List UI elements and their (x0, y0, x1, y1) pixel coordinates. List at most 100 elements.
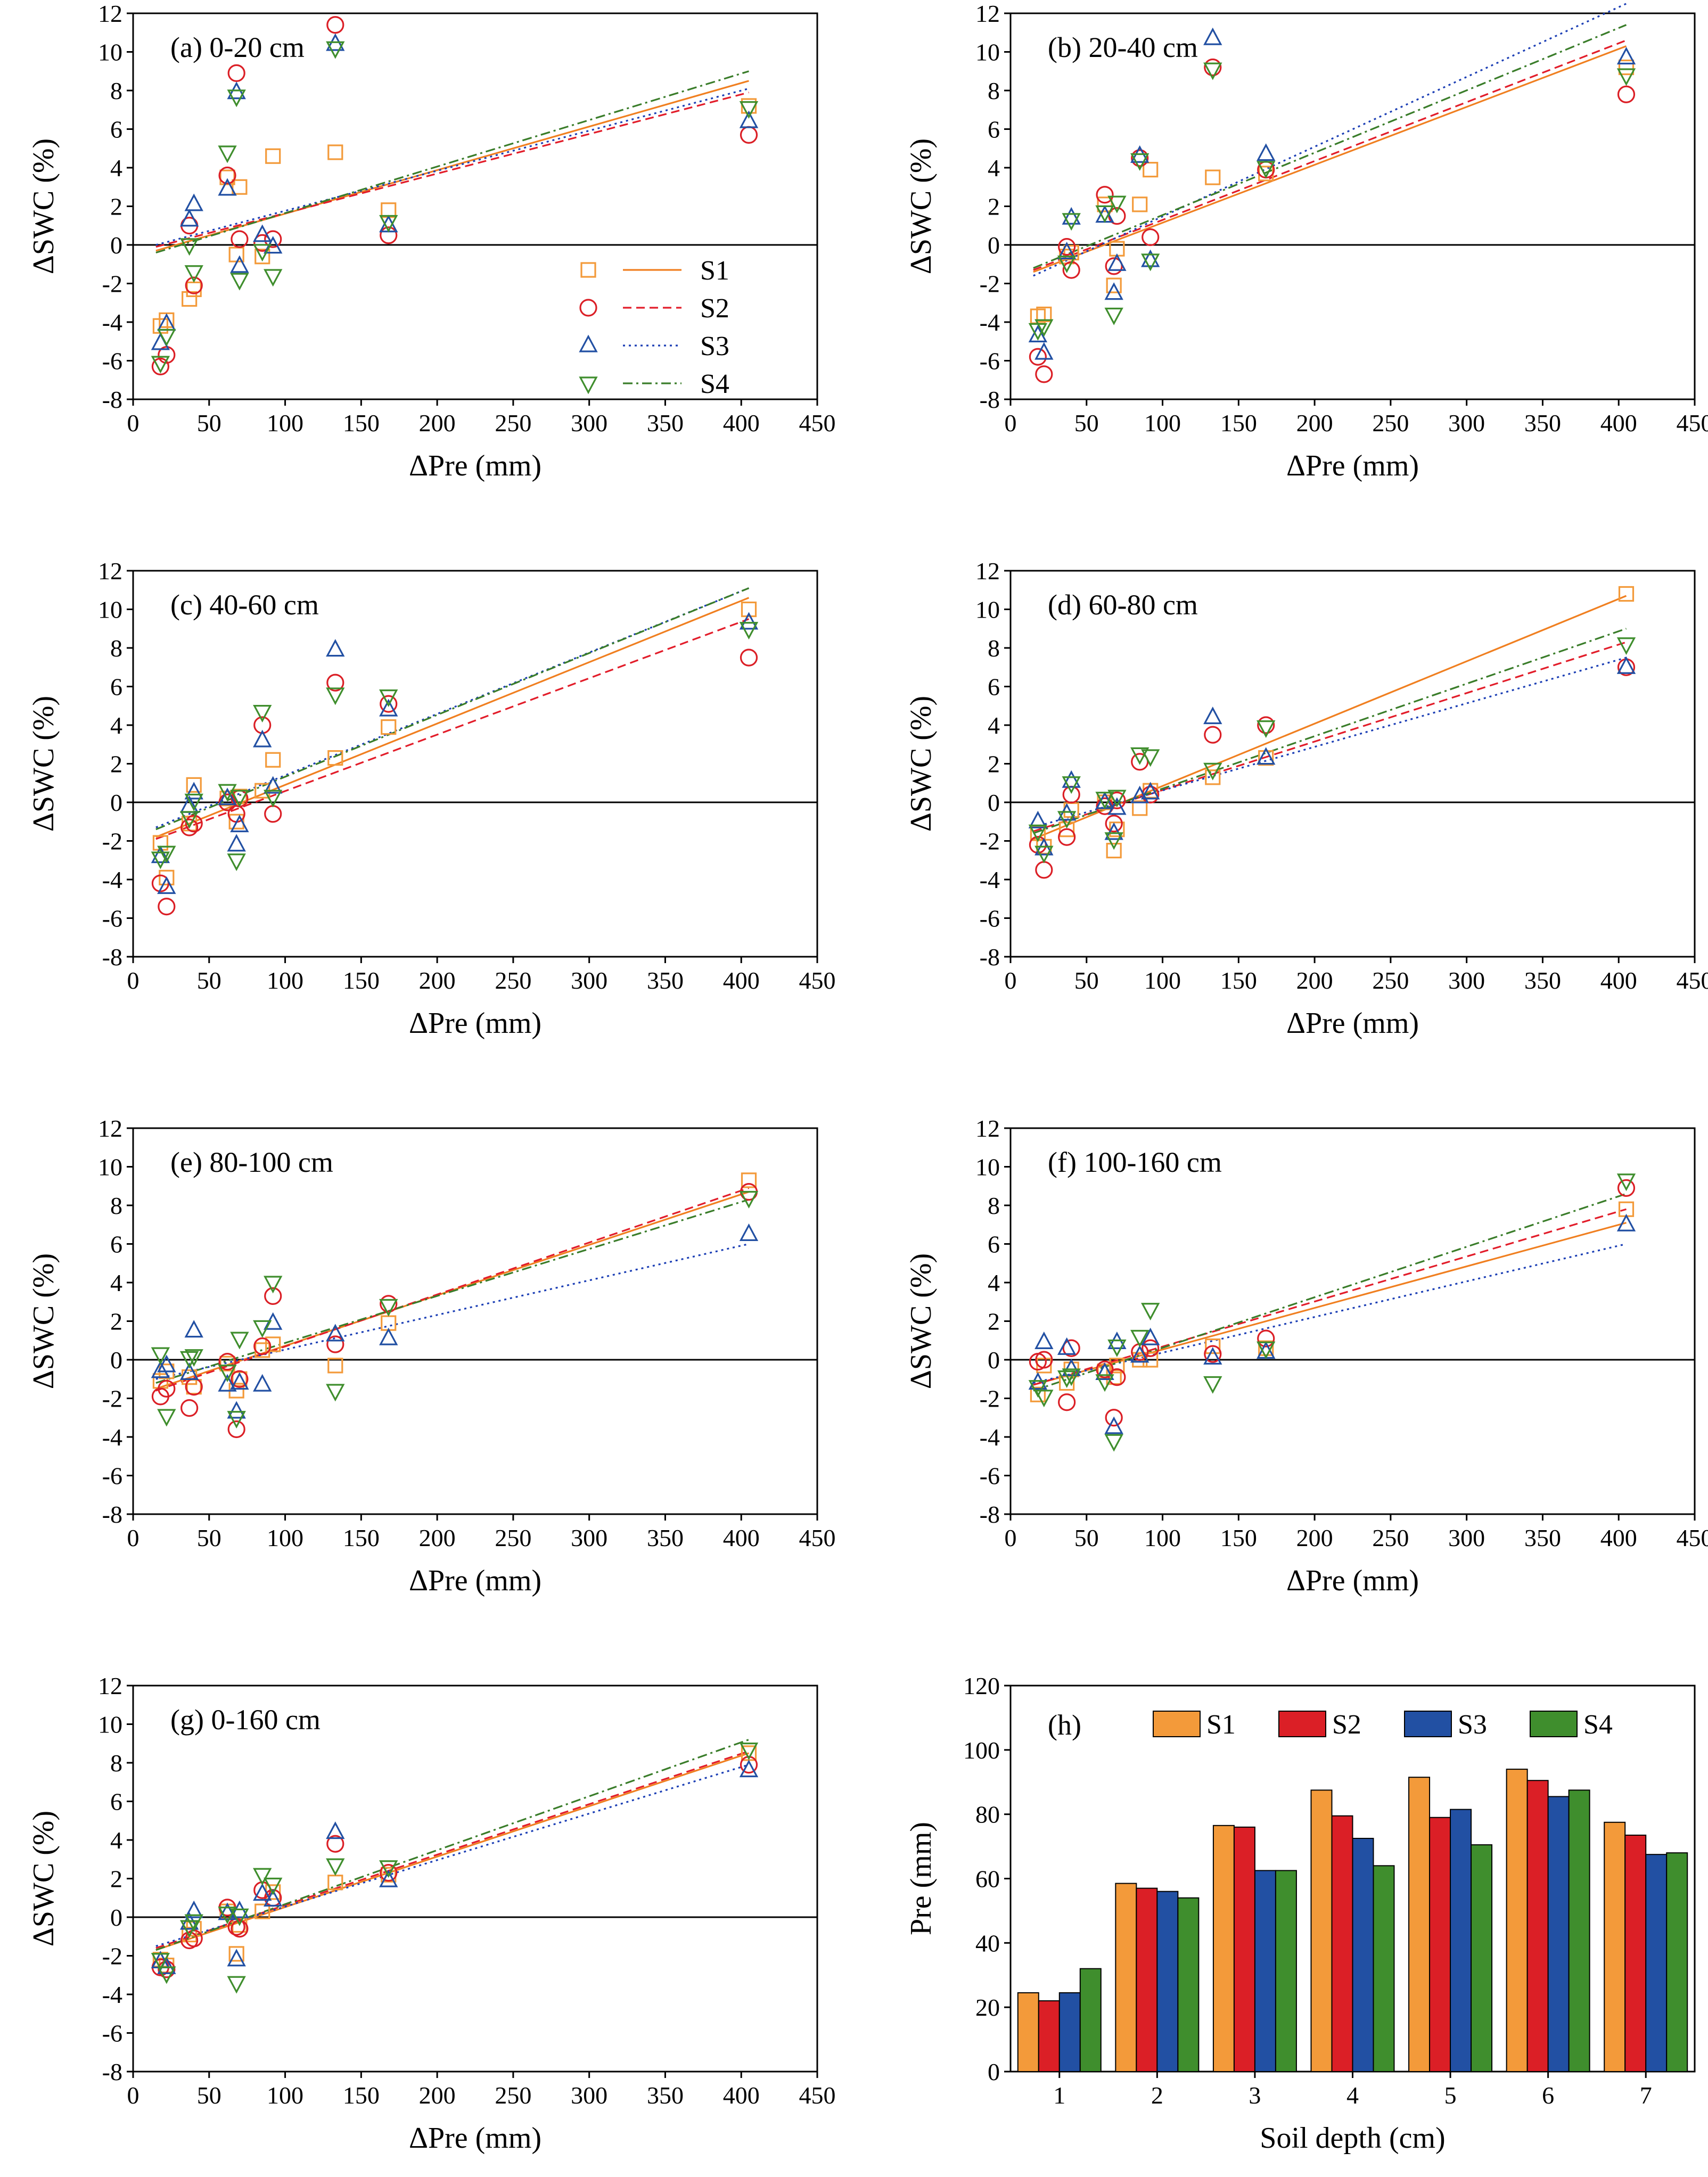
y-tick-label: 6 (988, 116, 1000, 143)
data-point-s4 (179, 238, 199, 256)
panel-label: (e) 80-100 cm (170, 1146, 333, 1178)
y-tick-label: 8 (110, 1749, 122, 1777)
data-point-s2 (380, 1864, 398, 1882)
data-point-s3 (1107, 253, 1127, 271)
y-tick-label: 10 (98, 1711, 122, 1738)
scatter-panel: 0 50 100 150 200 250 300 350 400 450 -8 -6 -4 -2 0 2 4 6 8… (27, 0, 836, 482)
data-point-s3 (1095, 1362, 1114, 1380)
bar-s4 (1275, 1870, 1297, 2072)
data-point-s4 (1257, 720, 1276, 738)
x-tick-label: 100 (1144, 1524, 1181, 1551)
y-tick-label: 2 (110, 193, 122, 220)
data-point-s3 (1057, 1337, 1077, 1355)
data-point-s2 (1105, 815, 1123, 833)
panel-label: (h) (1048, 1709, 1081, 1741)
x-tick-label: 450 (1677, 1524, 1708, 1551)
x-tick-label: 400 (1600, 967, 1637, 994)
x-axis-title: Soil depth (cm) (1260, 2122, 1445, 2155)
bar-s4 (1177, 1897, 1200, 2072)
data-point-s3 (1203, 1346, 1222, 1365)
fit-line-s4 (155, 587, 750, 831)
y-tick-label: 6 (110, 1788, 122, 1815)
plot-frame (1009, 1127, 1696, 1515)
y-tick-label: 10 (975, 596, 1000, 623)
data-point-s1 (1036, 306, 1052, 323)
data-point-s4 (264, 790, 283, 808)
data-point-s2 (180, 818, 199, 836)
x-tick-label: 350 (1524, 967, 1561, 994)
bar-s3 (1156, 1891, 1179, 2073)
data-point-s1 (381, 719, 397, 735)
fit-line-s3 (1033, 1243, 1627, 1384)
data-point-s4 (151, 851, 170, 869)
bar-s4 (1568, 1789, 1590, 2073)
data-point-s3 (1062, 770, 1081, 788)
data-point-s1 (1618, 586, 1635, 602)
fit-line-s2 (155, 618, 750, 840)
x-tick-label: 200 (1296, 967, 1333, 994)
x-tick-label: 300 (1448, 1524, 1485, 1551)
panel-label: (c) 40-60 cm (170, 589, 319, 621)
data-point-s3 (218, 1902, 237, 1920)
data-point-s2 (231, 230, 249, 248)
x-tick-label: 300 (571, 1524, 607, 1551)
x-tick-label: 0 (127, 409, 139, 437)
y-tick-label: -8 (102, 943, 122, 971)
data-point-s2 (264, 1287, 282, 1305)
x-tick-label: 150 (343, 409, 380, 437)
bar-s3 (1450, 1809, 1472, 2073)
x-tick-label: 300 (1448, 409, 1485, 437)
y-tick-label: 8 (988, 635, 1000, 662)
data-point-s3 (184, 193, 203, 211)
data-point-s4 (1141, 1303, 1160, 1321)
data-point-s3 (1257, 747, 1276, 765)
y-tick-label: 4 (988, 1269, 1000, 1296)
data-point-s4 (1107, 790, 1127, 808)
data-point-s3 (253, 729, 272, 747)
data-point-s4 (1616, 68, 1636, 86)
y-tick-label: -6 (980, 1463, 1000, 1490)
x-axis-title: ΔPre (mm) (1286, 449, 1419, 482)
data-point-s4 (1095, 1374, 1114, 1392)
data-point-s3 (218, 178, 237, 196)
data-point-s3 (184, 1900, 203, 1918)
x-tick-label: 0 (127, 1524, 139, 1551)
data-point-s3 (1616, 46, 1636, 64)
data-point-s2 (1257, 716, 1275, 734)
data-point-s4 (264, 269, 283, 287)
y-tick-label: -4 (980, 1424, 1000, 1451)
data-point-s3 (264, 1888, 283, 1907)
data-point-s3 (1203, 707, 1222, 725)
data-point-s4 (739, 101, 759, 119)
y-tick-label: 8 (110, 77, 122, 104)
data-point-s2 (158, 1379, 176, 1398)
data-point-s3 (230, 815, 249, 833)
data-point-s2 (264, 230, 282, 248)
data-point-s4 (1057, 256, 1077, 274)
y-tick-label: 10 (975, 39, 1000, 66)
bar-s2 (1526, 1780, 1549, 2073)
data-point-s2 (1029, 348, 1047, 366)
data-point-s4 (1257, 1341, 1276, 1359)
data-point-s3 (326, 1821, 345, 1839)
data-point-s3 (1062, 1358, 1081, 1376)
data-point-s3 (157, 876, 176, 894)
x-tick-label: 450 (799, 1524, 836, 1551)
data-point-s4 (253, 705, 272, 723)
y-tick-label: 2 (988, 193, 1000, 220)
x-axis-title: ΔPre (mm) (409, 449, 541, 482)
data-point-s2 (1096, 186, 1114, 204)
x-tick-label: 100 (1144, 409, 1181, 437)
data-point-s1 (741, 1172, 757, 1188)
x-tick-label: 0 (1005, 409, 1017, 437)
y-tick-label: 6 (110, 673, 122, 701)
data-point-s3 (1104, 822, 1123, 840)
scatter-panel: 0 50 100 150 200 250 300 350 400 450 -8 -6 -4 -2 0 2 4 6 8… (27, 1115, 836, 1597)
data-point-s2 (1035, 1351, 1053, 1369)
y-tick-label: -8 (980, 943, 1000, 971)
scatter-panel: 0 50 100 150 200 250 300 350 400 450 -8 -6 -4 -2 0 2 4 6 8… (27, 557, 836, 1040)
data-point-s2 (231, 1920, 249, 1938)
data-point-s3 (326, 639, 345, 657)
x-tick-label: 450 (1677, 967, 1708, 994)
data-point-s2 (740, 126, 758, 144)
